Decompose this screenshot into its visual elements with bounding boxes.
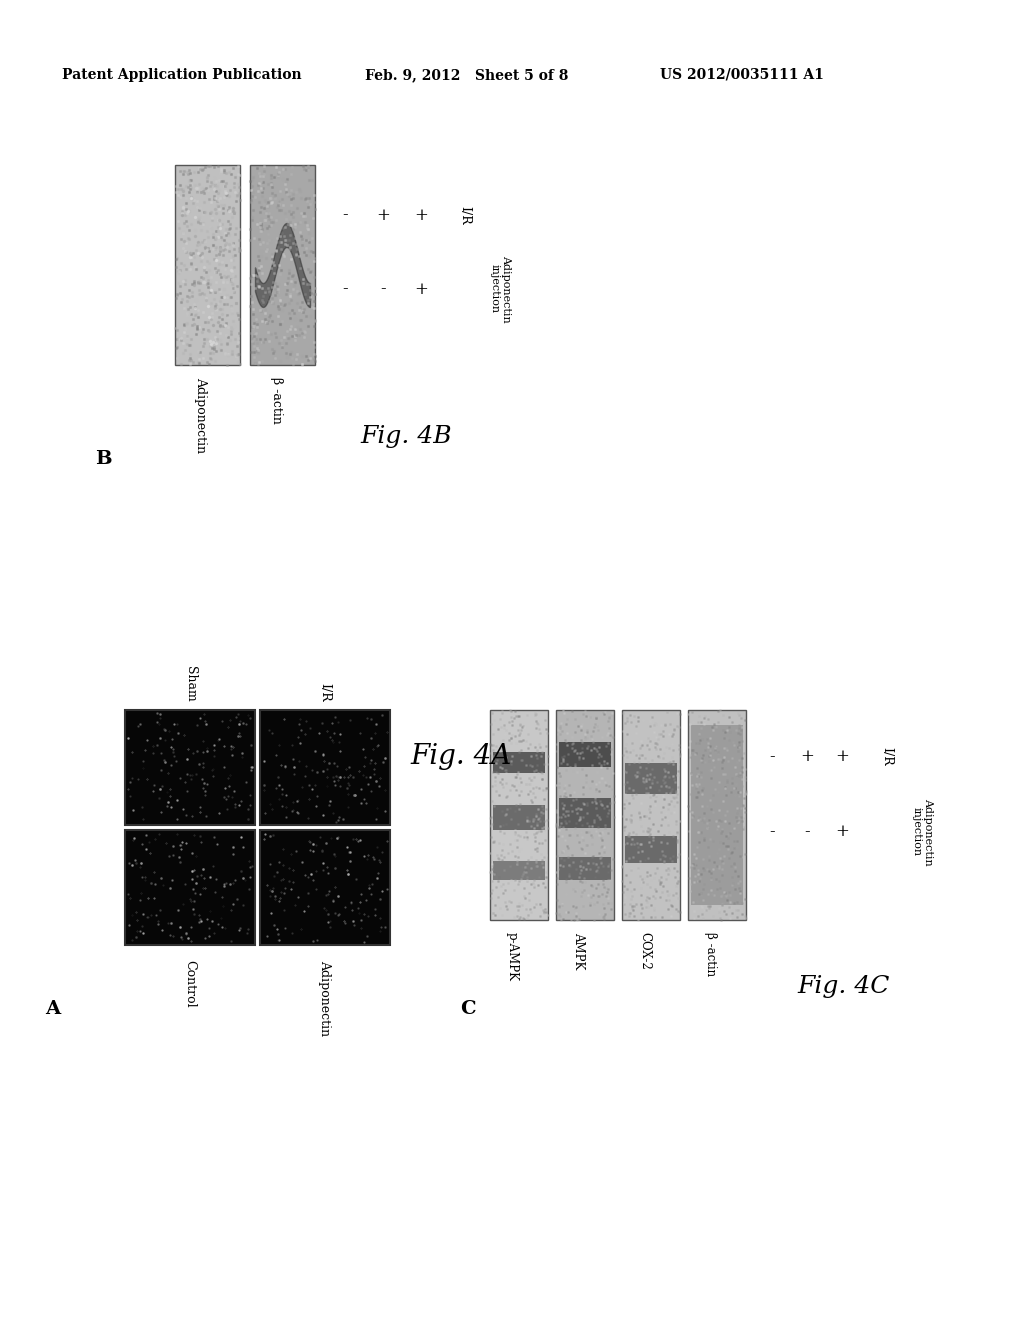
Text: Adiponectin
injection: Adiponectin injection [911, 797, 933, 866]
Bar [175, 165, 240, 366]
Bar [688, 710, 746, 920]
Bar [691, 725, 743, 906]
Text: I/R: I/R [459, 206, 471, 224]
Text: Adiponectin: Adiponectin [195, 378, 208, 453]
Bar [125, 710, 255, 825]
Text: Adiponectin: Adiponectin [318, 960, 332, 1036]
Text: A: A [45, 1001, 60, 1018]
Text: +: + [835, 747, 849, 764]
Text: Patent Application Publication: Patent Application Publication [62, 69, 302, 82]
Text: US 2012/0035111 A1: US 2012/0035111 A1 [660, 69, 824, 82]
Bar [493, 752, 545, 774]
Bar [493, 804, 545, 830]
Text: C: C [460, 1001, 475, 1018]
Text: -: - [342, 281, 348, 297]
Text: β -actin: β -actin [269, 378, 283, 424]
Text: +: + [414, 281, 428, 297]
Text: Control: Control [183, 960, 197, 1007]
Bar [125, 830, 255, 945]
Text: -: - [380, 281, 386, 297]
Text: Fig. 4C: Fig. 4C [797, 975, 890, 998]
Text: +: + [376, 206, 390, 223]
Text: p-AMPK: p-AMPK [506, 932, 519, 981]
Bar [556, 710, 614, 920]
Text: β -actin: β -actin [705, 932, 717, 975]
Text: Sham: Sham [183, 667, 197, 702]
Text: Fig. 4A: Fig. 4A [410, 742, 511, 770]
Bar [250, 165, 315, 366]
Bar [622, 710, 680, 920]
Text: B: B [95, 450, 112, 469]
Bar [260, 710, 390, 825]
Bar [260, 830, 390, 945]
Bar [559, 799, 611, 828]
Bar [625, 836, 677, 863]
Text: I/R: I/R [881, 747, 894, 766]
Bar [559, 742, 611, 767]
Text: -: - [769, 747, 775, 764]
Text: +: + [835, 824, 849, 841]
Bar [493, 861, 545, 880]
Text: -: - [769, 824, 775, 841]
Text: -: - [342, 206, 348, 223]
Bar [559, 857, 611, 880]
Bar [625, 763, 677, 795]
Text: +: + [800, 747, 814, 764]
Text: Adiponectin
injection: Adiponectin injection [489, 255, 511, 323]
Text: Feb. 9, 2012   Sheet 5 of 8: Feb. 9, 2012 Sheet 5 of 8 [365, 69, 568, 82]
Bar [490, 710, 548, 920]
Text: AMPK: AMPK [572, 932, 585, 969]
Text: COX-2: COX-2 [638, 932, 651, 970]
Text: +: + [414, 206, 428, 223]
Text: -: - [804, 824, 810, 841]
Text: I/R: I/R [318, 684, 332, 702]
Text: Fig. 4B: Fig. 4B [360, 425, 452, 447]
